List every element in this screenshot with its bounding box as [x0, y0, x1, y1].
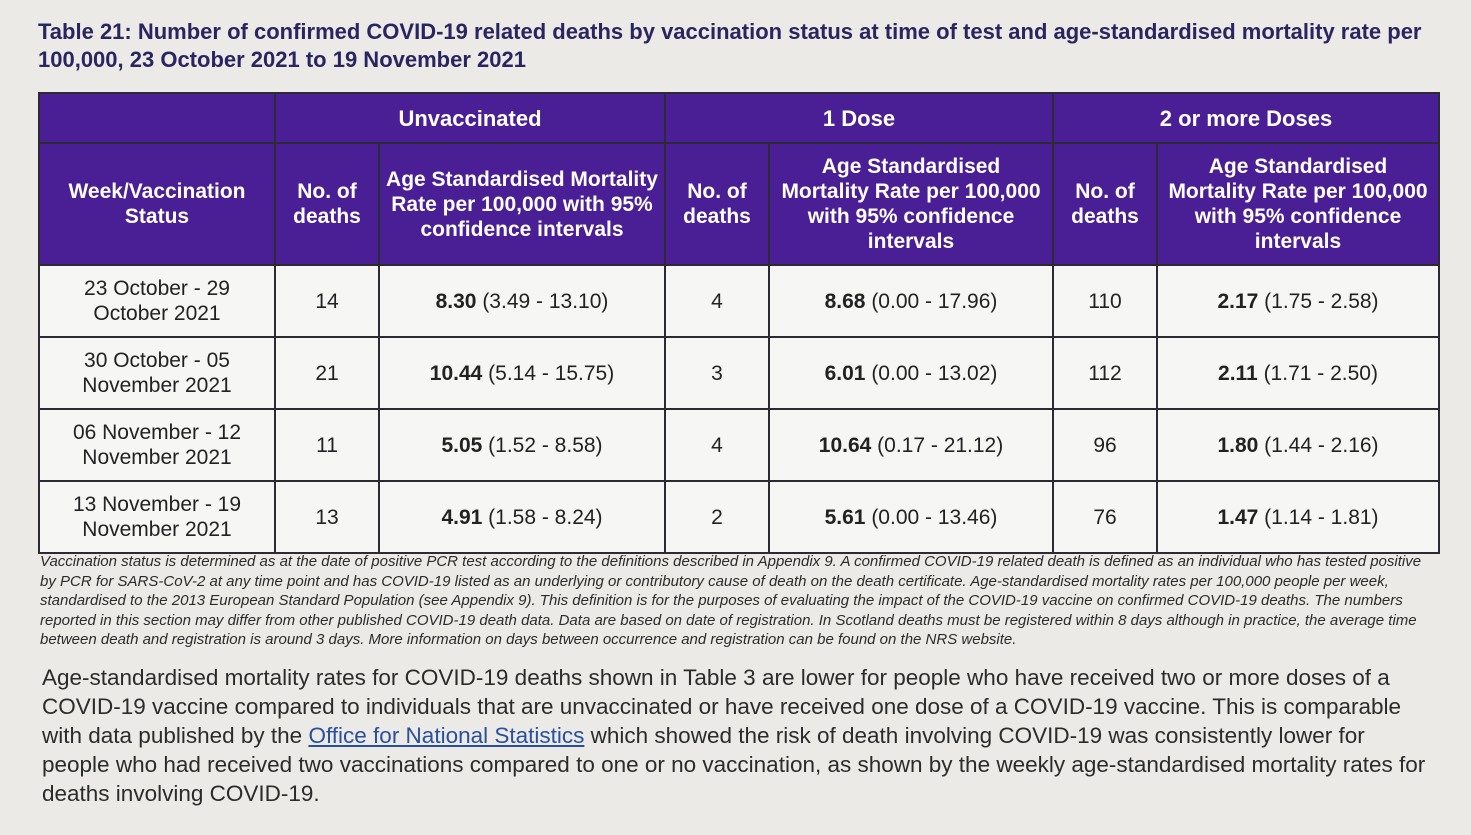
two-dose-deaths-cell: 112: [1052, 336, 1158, 410]
column-header-deaths: No. of deaths: [664, 142, 770, 266]
ons-link[interactable]: Office for National Statistics: [308, 723, 585, 748]
confidence-interval: (3.49 - 13.10): [476, 289, 609, 313]
week-cell: 13 November - 19 November 2021: [38, 480, 276, 554]
week-cell: 06 November - 12 November 2021: [38, 408, 276, 482]
table-row: 13 November - 19 November 2021 13 4.91 (…: [38, 480, 1440, 554]
week-cell: 30 October - 05 November 2021: [38, 336, 276, 410]
rate-value: 2.17: [1217, 289, 1259, 313]
confidence-interval: (0.00 - 17.96): [865, 289, 998, 313]
column-header-rate: Age Standardised Mortality Rate per 100,…: [768, 142, 1054, 266]
rate-value: 10.64: [818, 433, 872, 457]
one-dose-rate-cell: 8.68 (0.00 - 17.96): [768, 264, 1054, 338]
confidence-interval: (0.00 - 13.46): [865, 505, 998, 529]
rate-value: 6.01: [824, 361, 866, 385]
unvaccinated-deaths-cell: 21: [274, 336, 380, 410]
one-dose-rate-cell: 10.64 (0.17 - 21.12): [768, 408, 1054, 482]
confidence-interval: (1.71 - 2.50): [1257, 361, 1378, 385]
column-header-deaths: No. of deaths: [274, 142, 380, 266]
unvaccinated-rate-cell: 8.30 (3.49 - 13.10): [378, 264, 666, 338]
one-dose-deaths-cell: 4: [664, 408, 770, 482]
paragraph-text-after-link: which showed the risk of death involving…: [42, 723, 1426, 806]
column-header-deaths: No. of deaths: [1052, 142, 1158, 266]
confidence-interval: (1.52 - 8.58): [482, 433, 603, 457]
two-dose-rate-cell: 1.47 (1.14 - 1.81): [1156, 480, 1440, 554]
unvaccinated-rate-cell: 10.44 (5.14 - 15.75): [378, 336, 666, 410]
confidence-interval: (1.44 - 2.16): [1258, 433, 1379, 457]
summary-paragraph: Age-standardised mortality rates for COV…: [42, 663, 1432, 808]
rate-value: 1.80: [1217, 433, 1259, 457]
one-dose-deaths-cell: 4: [664, 264, 770, 338]
rate-value: 5.61: [824, 505, 866, 529]
two-dose-deaths-cell: 96: [1052, 408, 1158, 482]
one-dose-rate-cell: 6.01 (0.00 - 13.02): [768, 336, 1054, 410]
confidence-interval: (5.14 - 15.75): [482, 361, 615, 385]
column-header-rate: Age Standardised Mortality Rate per 100,…: [1156, 142, 1440, 266]
rate-value: 5.05: [441, 433, 483, 457]
group-header-one-dose: 1 Dose: [664, 92, 1054, 144]
two-dose-rate-cell: 2.17 (1.75 - 2.58): [1156, 264, 1440, 338]
table-row: 06 November - 12 November 2021 11 5.05 (…: [38, 408, 1440, 482]
column-header-rate: Age Standardised Mortality Rate per 100,…: [378, 142, 666, 266]
group-header-unvaccinated: Unvaccinated: [274, 92, 666, 144]
confidence-interval: (0.17 - 21.12): [871, 433, 1004, 457]
rate-value: 8.30: [435, 289, 477, 313]
rate-value: 2.11: [1218, 361, 1258, 385]
confidence-interval: (1.14 - 1.81): [1258, 505, 1379, 529]
unvaccinated-deaths-cell: 14: [274, 264, 380, 338]
rate-value: 8.68: [824, 289, 866, 313]
unvaccinated-rate-cell: 4.91 (1.58 - 8.24): [378, 480, 666, 554]
mortality-table: Unvaccinated 1 Dose 2 or more Doses Week…: [38, 92, 1440, 554]
rate-value: 4.91: [441, 505, 483, 529]
rate-value: 1.47: [1217, 505, 1259, 529]
table-row: 30 October - 05 November 2021 21 10.44 (…: [38, 336, 1440, 410]
column-header-row: Week/Vaccination Status No. of deaths Ag…: [38, 142, 1440, 266]
column-header-week: Week/Vaccination Status: [38, 142, 276, 266]
week-cell: 23 October - 29 October 2021: [38, 264, 276, 338]
two-dose-deaths-cell: 76: [1052, 480, 1158, 554]
group-header-row: Unvaccinated 1 Dose 2 or more Doses: [38, 92, 1440, 144]
one-dose-deaths-cell: 3: [664, 336, 770, 410]
two-dose-rate-cell: 1.80 (1.44 - 2.16): [1156, 408, 1440, 482]
two-dose-rate-cell: 2.11 (1.71 - 2.50): [1156, 336, 1440, 410]
table-footnote: Vaccination status is determined as at t…: [40, 553, 1422, 648]
two-dose-deaths-cell: 110: [1052, 264, 1158, 338]
empty-header-cell: [38, 92, 276, 144]
rate-value: 10.44: [429, 361, 483, 385]
confidence-interval: (1.75 - 2.58): [1258, 289, 1379, 313]
confidence-interval: (0.00 - 13.02): [865, 361, 998, 385]
table-row: 23 October - 29 October 2021 14 8.30 (3.…: [38, 264, 1440, 338]
unvaccinated-rate-cell: 5.05 (1.52 - 8.58): [378, 408, 666, 482]
confidence-interval: (1.58 - 8.24): [482, 505, 603, 529]
one-dose-rate-cell: 5.61 (0.00 - 13.46): [768, 480, 1054, 554]
group-header-two-doses: 2 or more Doses: [1052, 92, 1440, 144]
unvaccinated-deaths-cell: 13: [274, 480, 380, 554]
paragraph-text-before-link: Age-standardised mortality rates for COV…: [42, 665, 1402, 748]
table-title: Table 21: Number of confirmed COVID-19 r…: [38, 19, 1422, 72]
one-dose-deaths-cell: 2: [664, 480, 770, 554]
unvaccinated-deaths-cell: 11: [274, 408, 380, 482]
